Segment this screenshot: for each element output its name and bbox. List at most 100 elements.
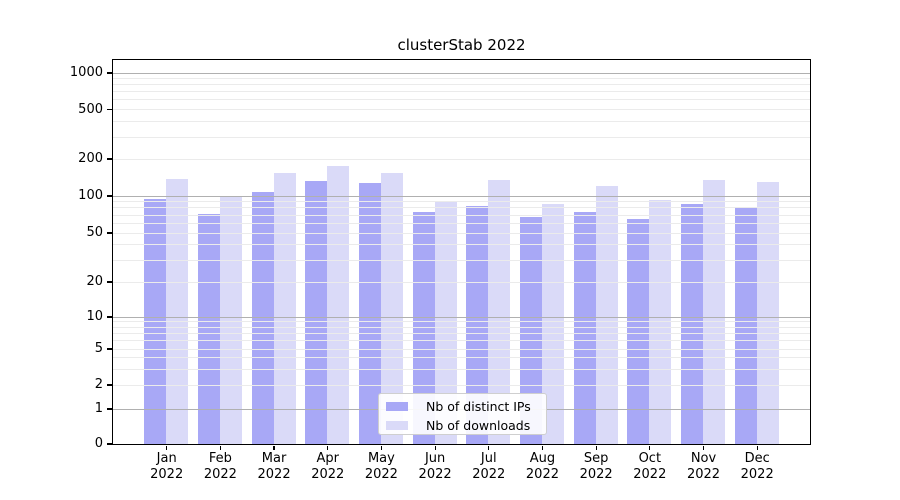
gridline bbox=[112, 340, 810, 342]
bar-downloads bbox=[380, 172, 403, 444]
x-tick-label: Mar 2022 bbox=[244, 451, 304, 482]
x-tick-label-month: Mar bbox=[261, 451, 287, 466]
x-tick bbox=[327, 445, 329, 450]
x-tick-label-month: May bbox=[367, 451, 395, 466]
x-tick bbox=[380, 445, 382, 450]
x-tick bbox=[488, 445, 490, 450]
y-tick-label: 500 bbox=[78, 101, 103, 117]
gridline bbox=[112, 357, 810, 359]
y-tick-label: 0 bbox=[94, 436, 103, 451]
bar-distinct-ips bbox=[305, 181, 328, 444]
y-tick bbox=[106, 195, 112, 197]
x-tick-label-month: Apr bbox=[316, 451, 339, 466]
legend-label: Nb of distinct IPs bbox=[426, 399, 531, 414]
legend: Nb of distinct IPs Nb of downloads bbox=[378, 393, 547, 435]
x-tick-label-year: 2022 bbox=[740, 466, 774, 482]
x-tick-label: Jan 2022 bbox=[137, 451, 197, 482]
gridline bbox=[112, 207, 810, 209]
x-tick-label: Nov 2022 bbox=[674, 451, 734, 482]
y-tick-label: 10 bbox=[86, 309, 103, 324]
x-tick-label-month: Jul bbox=[480, 451, 497, 466]
y-tick bbox=[106, 384, 112, 386]
bar-downloads bbox=[595, 185, 618, 444]
gridline bbox=[112, 78, 810, 80]
gridline bbox=[112, 99, 810, 101]
y-tick bbox=[106, 316, 112, 318]
gridline bbox=[112, 121, 810, 123]
gridline bbox=[112, 244, 810, 246]
gridline bbox=[112, 332, 810, 334]
chart-title: clusterStab 2022 bbox=[397, 36, 526, 54]
bar-downloads bbox=[488, 179, 511, 444]
y-tick-label: 200 bbox=[78, 151, 103, 166]
gridline bbox=[112, 91, 810, 93]
y-tick bbox=[106, 348, 112, 350]
gridline bbox=[112, 195, 810, 197]
legend-swatch-downloads bbox=[386, 421, 408, 430]
x-tick-label-month: Oct bbox=[638, 451, 662, 466]
x-tick-label-month: Sep bbox=[583, 451, 609, 466]
x-tick bbox=[756, 445, 758, 450]
gridline bbox=[112, 281, 810, 283]
x-tick bbox=[434, 445, 436, 450]
x-tick bbox=[166, 445, 168, 450]
x-tick-label-month: Nov bbox=[690, 451, 717, 466]
x-tick-label: Sep 2022 bbox=[566, 451, 626, 482]
gridline bbox=[112, 368, 810, 370]
bar-downloads bbox=[703, 179, 725, 444]
x-tick-label-year: 2022 bbox=[311, 466, 345, 482]
x-tick-label-year: 2022 bbox=[633, 466, 667, 482]
y-tick bbox=[106, 72, 112, 74]
bar-distinct-ips bbox=[358, 182, 381, 444]
y-tick-label: 50 bbox=[86, 225, 103, 240]
bar-distinct-ips bbox=[519, 216, 542, 444]
legend-label: Nb of downloads bbox=[426, 418, 531, 433]
y-tick-label: 100 bbox=[78, 188, 103, 203]
bar-distinct-ips bbox=[627, 218, 650, 444]
gridline bbox=[112, 384, 810, 386]
bar-downloads bbox=[273, 173, 296, 444]
x-tick-label-year: 2022 bbox=[203, 466, 237, 482]
gridline bbox=[112, 222, 810, 224]
y-tick-label: 2 bbox=[94, 377, 103, 392]
x-tick bbox=[649, 445, 651, 450]
x-tick-label: Jun 2022 bbox=[405, 451, 465, 482]
x-tick-label-year: 2022 bbox=[257, 466, 291, 482]
gridline bbox=[112, 321, 810, 323]
gridline bbox=[112, 84, 810, 86]
x-tick-label-year: 2022 bbox=[525, 466, 559, 482]
bar-downloads bbox=[166, 179, 189, 444]
y-tick bbox=[106, 443, 112, 445]
y-tick-label: 1000 bbox=[69, 65, 103, 80]
x-tick-label-month: Jan bbox=[156, 451, 177, 466]
x-tick-label: May 2022 bbox=[351, 451, 411, 482]
x-tick-label-month: Dec bbox=[744, 451, 770, 466]
gridline bbox=[112, 158, 810, 160]
y-tick-label: 5 bbox=[94, 341, 103, 356]
y-tick bbox=[106, 281, 112, 283]
gridline bbox=[112, 316, 810, 318]
x-tick-label: Dec 2022 bbox=[727, 451, 787, 482]
gridline bbox=[112, 72, 810, 74]
gridline bbox=[112, 259, 810, 261]
x-tick-label: Aug 2022 bbox=[512, 451, 572, 482]
y-tick bbox=[106, 108, 112, 111]
legend-swatch-distinct-ips bbox=[386, 402, 408, 411]
y-tick bbox=[106, 408, 112, 410]
x-tick-label-year: 2022 bbox=[472, 466, 506, 482]
x-tick-label-year: 2022 bbox=[364, 466, 398, 482]
x-tick bbox=[702, 445, 705, 450]
gridline bbox=[112, 232, 810, 234]
plot-area bbox=[111, 58, 811, 445]
bar-distinct-ips bbox=[466, 206, 489, 444]
x-tick-label: Jul 2022 bbox=[459, 451, 519, 482]
gridline bbox=[112, 326, 810, 328]
y-tick bbox=[106, 158, 112, 160]
bar-distinct-ips bbox=[412, 212, 435, 444]
gridline bbox=[112, 214, 810, 216]
gridline bbox=[112, 109, 810, 110]
y-tick-label: 1 bbox=[94, 401, 103, 416]
bar-distinct-ips bbox=[251, 191, 274, 444]
legend-item: Nb of distinct IPs bbox=[386, 397, 546, 416]
bar-downloads bbox=[541, 204, 564, 444]
